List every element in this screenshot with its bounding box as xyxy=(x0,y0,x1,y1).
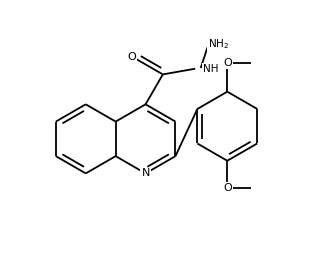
Text: O: O xyxy=(223,58,232,68)
Text: N: N xyxy=(141,168,150,178)
Text: NH$_2$: NH$_2$ xyxy=(208,38,229,51)
Text: NH: NH xyxy=(203,64,218,74)
Text: O: O xyxy=(127,52,136,62)
Text: O: O xyxy=(223,183,232,193)
